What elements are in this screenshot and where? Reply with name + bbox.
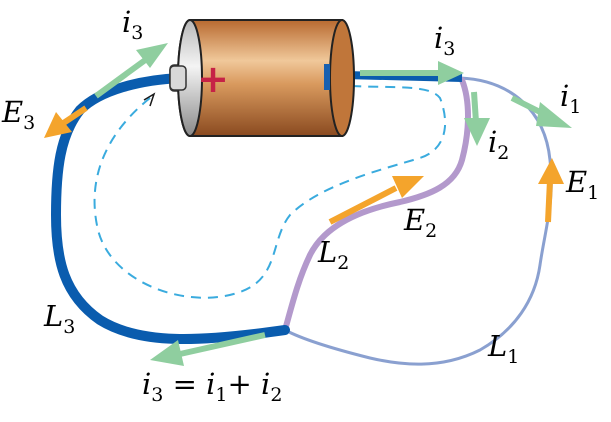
battery-body bbox=[189, 19, 343, 137]
label-i2: i2 bbox=[488, 125, 509, 164]
battery: + bbox=[169, 19, 355, 137]
arrow-E2 bbox=[328, 176, 424, 225]
battery-terminal-nub bbox=[169, 65, 187, 91]
label-L3: L3 bbox=[43, 299, 75, 338]
label-E2: E2 bbox=[403, 203, 437, 242]
arrow-i3-top-right bbox=[360, 61, 464, 85]
arrow-i3-top-left bbox=[94, 43, 168, 99]
battery-plus-symbol: + bbox=[197, 57, 229, 101]
label-L1: L1 bbox=[487, 329, 519, 368]
arrow-E1 bbox=[538, 158, 564, 223]
label-i3-top-right: i3 bbox=[434, 21, 455, 60]
dashed-path-arrowhead bbox=[143, 92, 156, 107]
loop-L1-wire bbox=[284, 76, 553, 366]
label-L2: L2 bbox=[317, 235, 349, 274]
label-junction-equation: i3 = i1+ i2 bbox=[142, 367, 282, 406]
arrow-E3 bbox=[44, 105, 88, 138]
battery-minus-symbol bbox=[324, 64, 330, 90]
label-i1: i1 bbox=[560, 79, 581, 118]
arrow-i1 bbox=[510, 95, 572, 128]
field-arrows bbox=[44, 105, 564, 225]
loop-L2-wire bbox=[282, 77, 471, 333]
label-E3: E3 bbox=[1, 95, 35, 134]
label-E1: E1 bbox=[565, 165, 599, 204]
arrow-i3-bottom bbox=[150, 332, 266, 366]
arrow-i2 bbox=[464, 91, 490, 146]
current-arrows bbox=[94, 43, 572, 366]
battery-right-end bbox=[329, 19, 355, 137]
label-i3-top-left: i3 bbox=[122, 5, 143, 44]
